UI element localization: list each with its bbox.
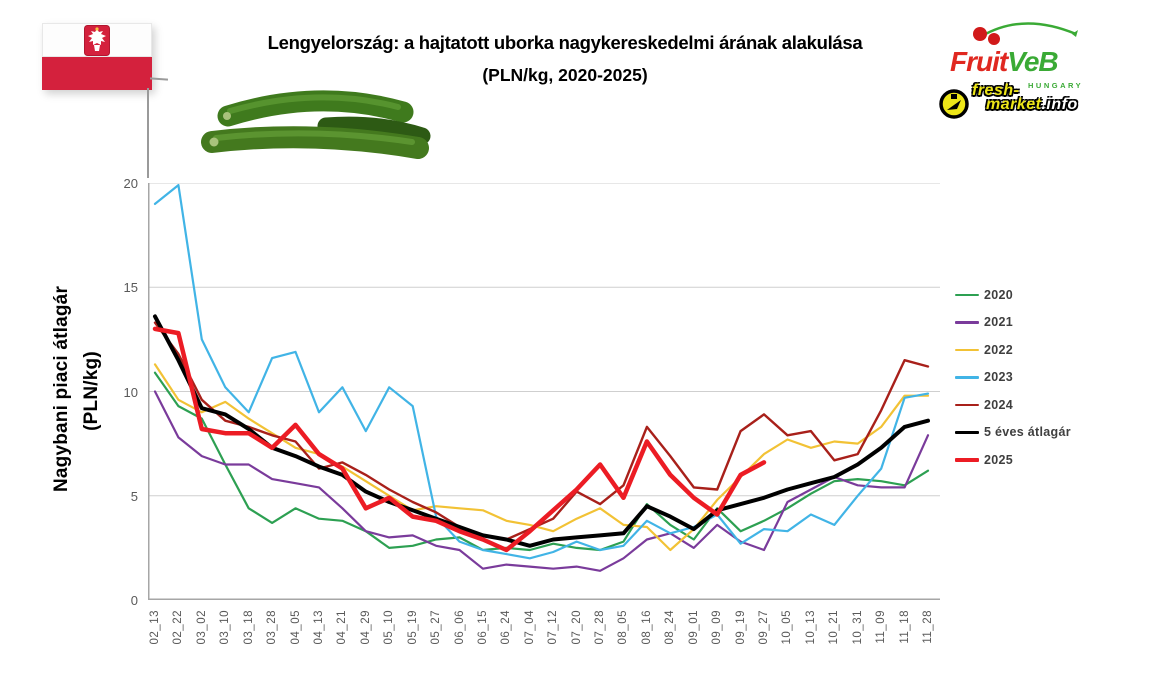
legend-label: 2025 (984, 452, 1014, 467)
x-tick-label: 03_10 (219, 610, 232, 645)
series-line-2022 (153, 363, 930, 552)
legend-label: 5 éves átlagár (984, 425, 1071, 440)
fruitveb-cherries-icon (973, 22, 1078, 45)
legend-label: 2020 (984, 287, 1014, 302)
x-tick-label: 03_28 (266, 610, 279, 645)
x-tick-label: 05_10 (383, 610, 396, 645)
fruitveb-wordmark: FruitVeB (950, 46, 1059, 78)
x-tick-label: 04_21 (336, 610, 349, 645)
x-tick-label: 11_18 (898, 610, 911, 644)
series-line-2025 (152, 326, 767, 553)
freshmarket-wordmark: fresh- market.info (972, 82, 1078, 113)
x-tick-label: 02_22 (172, 610, 185, 645)
legend-swatch (955, 321, 979, 324)
x-tick-label: 10_13 (804, 610, 817, 645)
legend-item: 5 éves átlagár (955, 419, 1071, 447)
y-tick-label: 0 (130, 593, 138, 608)
x-tick-label: 06_24 (500, 610, 513, 645)
legend-item: 2022 (955, 336, 1071, 364)
x-tick-label: 04_05 (289, 610, 302, 645)
legend-item: 2020 (955, 281, 1071, 309)
x-tick-label: 07_04 (523, 610, 536, 645)
freshmarket-line1: fresh- (972, 82, 1020, 99)
y-tick-label: 10 (123, 384, 138, 400)
cucumbers-image (201, 90, 431, 159)
line-chart-plot-area (148, 183, 940, 600)
x-tick-label: 02_13 (149, 610, 161, 645)
poland-coat-of-arms (84, 25, 110, 56)
fruitveb-hungary-text: HUNGARY (1028, 81, 1084, 90)
legend-item: 2025 (955, 446, 1071, 474)
legend-label: 2021 (984, 315, 1014, 330)
title-block: Lengyelország: a hajtatott uborka nagyke… (165, 32, 965, 86)
x-tick-label: 08_16 (640, 610, 653, 645)
x-tick-label: 04_29 (359, 610, 372, 645)
x-tick-label: 09_27 (758, 610, 771, 645)
poland-flag (42, 23, 152, 90)
x-tick-label: 07_12 (547, 610, 560, 645)
page-subtitle: (PLN/kg, 2020-2025) (482, 65, 648, 85)
y-tick-label: 15 (123, 280, 138, 296)
x-tick-label: 09_19 (734, 610, 747, 645)
x-tick-label: 10_21 (828, 610, 841, 645)
series-line-2024 (153, 321, 930, 541)
legend-swatch (955, 376, 979, 379)
legend-label: 2023 (984, 370, 1014, 385)
legend-label: 2024 (984, 397, 1014, 412)
x-tick-label: 03_18 (242, 610, 255, 645)
x-tick-label: 07_28 (594, 610, 607, 645)
page-title: Lengyelország: a hajtatott uborka nagyke… (267, 32, 863, 53)
x-tick-label: 05_19 (406, 610, 419, 645)
x-tick-label: 09_01 (687, 610, 700, 645)
legend-swatch (955, 293, 979, 296)
y-axis-title: Nagybani piaci átlagár (51, 285, 72, 493)
series-line-5-éves-átlagár (153, 314, 930, 548)
legend-label: 2022 (984, 342, 1014, 357)
fruitveb-fruit-text: Fruit (950, 46, 1008, 77)
x-tick-label: 04_13 (312, 610, 325, 645)
legend-item: 2023 (955, 364, 1071, 392)
freshmarket-logo: fresh- market.info (938, 82, 1108, 128)
legend-swatch (955, 348, 979, 351)
x-tick-label: 10_31 (851, 610, 864, 645)
y-tick-label: 5 (130, 488, 138, 504)
x-tick-label: 11_28 (922, 610, 934, 644)
flag-red-stripe (42, 56, 152, 90)
x-tick-label: 03_02 (195, 610, 208, 645)
series-line-2023 (153, 183, 930, 560)
y-tick-label: 20 (123, 176, 138, 191)
chart-legend: 2020 2021 2022 2023 2024 5 éves átlagár 2025 (955, 281, 1071, 474)
x-tick-label: 07_20 (570, 610, 583, 645)
x-tick-label: 08_05 (617, 610, 630, 645)
fruitveb-logo: FruitVeB HUNGARY (950, 22, 1100, 90)
freshmarket-compass-icon (939, 89, 969, 119)
x-tick-label: 09_09 (711, 610, 724, 645)
x-tick-label: 06_06 (453, 610, 466, 645)
legend-swatch (955, 403, 979, 406)
legend-swatch (955, 458, 979, 462)
series-line-2021 (153, 390, 930, 572)
fruitveb-veb-text: VeB (1007, 46, 1058, 77)
x-tick-label: 08_24 (664, 610, 677, 645)
x-tick-label: 10_05 (781, 610, 794, 645)
legend-swatch (955, 430, 979, 434)
freshmarket-line2: market (986, 96, 1042, 113)
x-tick-label: 06_15 (476, 610, 489, 645)
freshmarket-suffix: .info (1041, 96, 1078, 113)
series-line-2020 (153, 371, 930, 552)
x-tick-label: 05_27 (430, 610, 443, 645)
flag-pole (147, 88, 149, 178)
legend-item: 2024 (955, 391, 1071, 419)
legend-item: 2021 (955, 309, 1071, 337)
x-tick-label: 11_09 (875, 610, 888, 644)
